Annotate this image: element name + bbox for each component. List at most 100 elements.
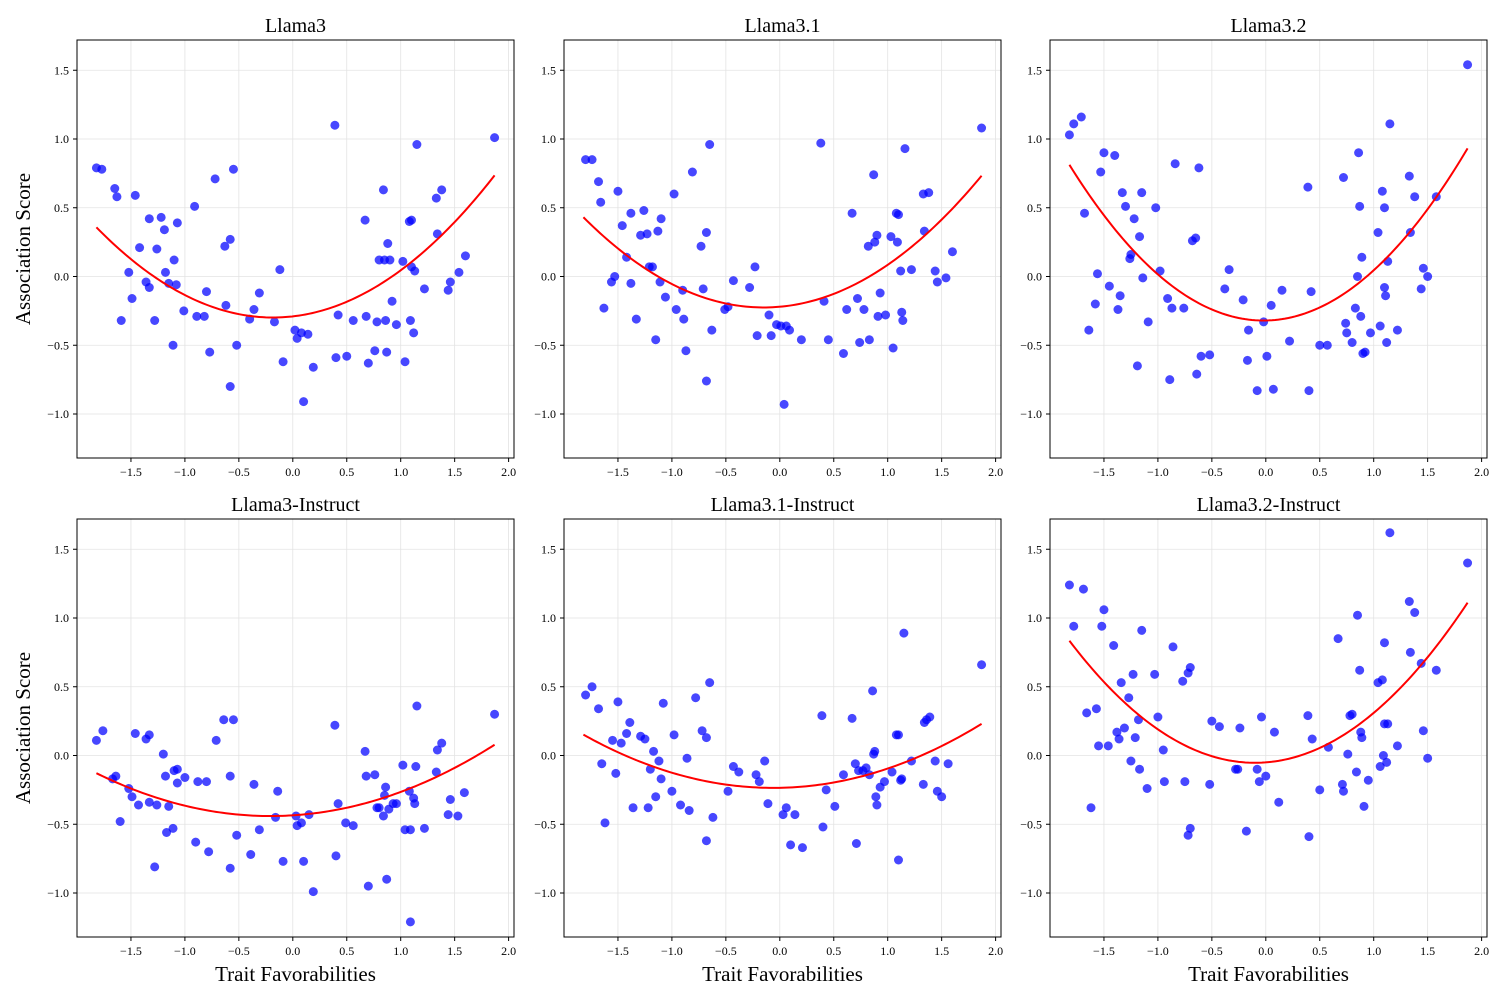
data-point-21 (172, 778, 182, 788)
data-point-48 (331, 353, 341, 363)
data-point-36 (1220, 284, 1230, 294)
data-point-29 (701, 836, 711, 846)
data-point-35 (1207, 716, 1217, 726)
data-point-50 (1306, 287, 1316, 297)
data-point-70 (1379, 283, 1389, 292)
data-point-34 (249, 779, 259, 789)
data-point-78 (1410, 192, 1420, 202)
subplot-title: Llama3 (265, 15, 326, 37)
data-point-25 (199, 311, 209, 321)
y-tick-label-5: 1.5 (541, 63, 556, 77)
data-point-7 (130, 190, 140, 200)
data-point-6 (611, 768, 621, 778)
x-tick-label-3: 0.0 (285, 944, 300, 958)
x-tick-label-2: −0.5 (228, 465, 250, 479)
data-point-62 (1357, 252, 1367, 262)
data-point-43 (1262, 351, 1272, 361)
y-tick-label-0: −1.0 (534, 886, 556, 900)
data-point-0 (581, 155, 591, 165)
data-point-51 (361, 771, 371, 781)
x-tick-label-7: 2.0 (988, 944, 1003, 958)
fit-curve (95, 174, 496, 319)
x-tick-label-4: 0.5 (1312, 465, 1327, 479)
data-point-24 (1153, 712, 1163, 722)
data-point-56 (868, 686, 878, 696)
data-point-44 (299, 397, 309, 407)
data-point-16 (1126, 756, 1136, 766)
data-point-15 (642, 229, 652, 239)
x-tick-label-0: −1.5 (120, 465, 142, 479)
data-point-40 (752, 331, 762, 341)
data-point-6 (1092, 269, 1102, 279)
x-tick-label-4: 0.5 (339, 944, 354, 958)
x-axis-label: Trait Favorabilities (215, 962, 376, 986)
data-point-17 (651, 792, 661, 802)
y-axis-label: Association Score (11, 173, 35, 325)
data-point-22 (1142, 784, 1152, 793)
data-point-34 (707, 325, 717, 335)
data-point-56 (1347, 338, 1357, 347)
data-point-6 (127, 792, 137, 802)
y-tick-label-0: −1.0 (47, 886, 69, 900)
data-point-5 (1091, 704, 1101, 714)
data-point-25 (684, 806, 694, 815)
data-point-33 (228, 164, 238, 174)
data-point-55 (374, 803, 384, 813)
data-point-67 (888, 343, 898, 353)
data-point-49 (1304, 386, 1314, 396)
data-point-11 (1112, 727, 1122, 737)
data-point-34 (1205, 779, 1215, 789)
data-point-7 (1096, 167, 1106, 177)
data-point-9 (622, 729, 632, 738)
data-point-80 (490, 709, 500, 719)
data-point-53 (1337, 779, 1347, 789)
data-point-79 (977, 660, 987, 670)
data-point-54 (1341, 318, 1351, 328)
data-point-74 (1392, 741, 1402, 751)
data-point-71 (412, 701, 422, 711)
data-point-27 (211, 735, 221, 745)
data-point-32 (701, 376, 711, 386)
x-tick-label-1: −1.0 (174, 465, 196, 479)
data-point-33 (1185, 823, 1195, 833)
data-point-11 (626, 278, 636, 288)
data-point-74 (900, 144, 910, 154)
data-point-46 (821, 785, 831, 795)
data-point-12 (150, 862, 160, 872)
data-point-44 (817, 711, 827, 721)
data-point-3 (112, 192, 122, 202)
data-point-64 (1363, 775, 1373, 785)
fit-curve (95, 743, 496, 818)
data-point-66 (405, 825, 415, 835)
data-point-68 (1378, 751, 1388, 760)
data-point-10 (144, 214, 154, 224)
data-point-78 (924, 188, 934, 198)
x-tick-label-1: −1.0 (661, 944, 683, 958)
data-point-77 (445, 795, 455, 804)
x-tick-label-4: 0.5 (826, 465, 841, 479)
data-point-38 (278, 856, 288, 866)
data-point-47 (333, 799, 343, 809)
data-point-28 (1178, 676, 1188, 686)
data-point-58 (1353, 272, 1363, 281)
x-tick-label-0: −1.5 (1093, 944, 1115, 958)
data-point-78 (453, 811, 463, 821)
y-tick-label-5: 1.5 (54, 63, 69, 77)
data-point-23 (190, 201, 200, 211)
y-tick-label-2: 0.0 (541, 749, 556, 763)
data-point-10 (626, 208, 636, 218)
data-point-78 (943, 759, 953, 769)
data-point-60 (872, 800, 882, 810)
data-point-63 (1359, 801, 1369, 811)
subplot-title: Llama3.2 (1230, 15, 1306, 37)
x-tick-label-5: 1.0 (1366, 944, 1381, 958)
data-point-69 (405, 316, 415, 325)
data-point-28 (687, 167, 697, 177)
data-point-0 (1064, 580, 1074, 590)
data-point-76 (443, 810, 453, 820)
data-point-7 (613, 186, 623, 196)
plot-frame (76, 518, 515, 938)
data-point-10 (144, 730, 154, 740)
data-point-8 (135, 243, 145, 253)
data-point-59 (871, 792, 881, 802)
